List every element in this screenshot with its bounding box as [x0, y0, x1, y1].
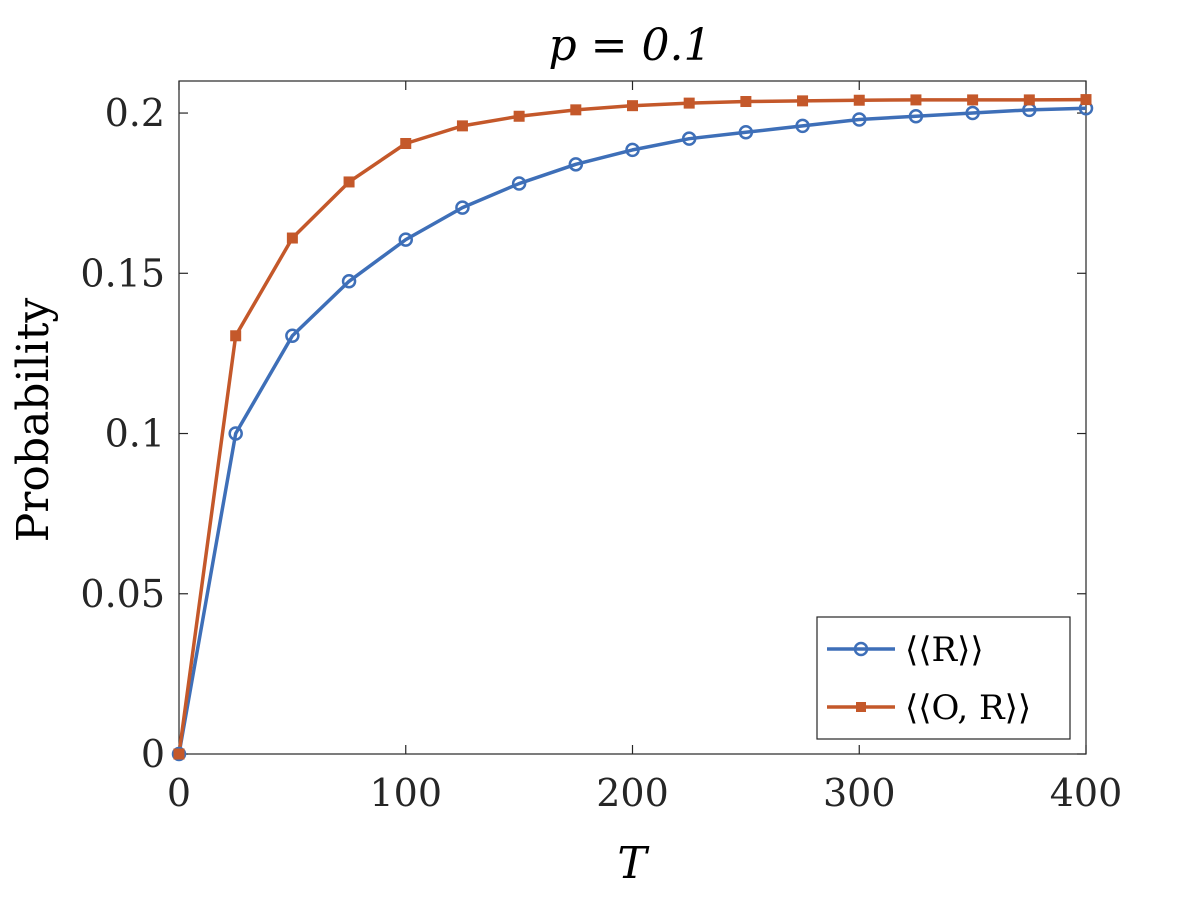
data-point-square — [1080, 94, 1092, 106]
legend-box — [816, 616, 1071, 740]
data-point-square — [967, 94, 979, 106]
data-point-circle — [398, 232, 413, 247]
data-point-square — [230, 330, 242, 342]
data-point-square — [173, 748, 185, 760]
data-point-square — [1023, 94, 1035, 106]
series-line-1 — [177, 106, 1087, 755]
x-tick-label: 300 — [823, 771, 896, 815]
legend-label-2: ⟨⟨O, R⟩⟩ — [905, 688, 1031, 728]
data-point-square — [740, 96, 752, 108]
x-tick-label: 200 — [596, 771, 669, 815]
data-point-circle — [171, 746, 187, 762]
data-point-square — [683, 97, 695, 109]
y-tick-label: 0.1 — [105, 412, 165, 456]
y-tick-label: 0.15 — [80, 251, 165, 295]
x-tick-label: 400 — [1050, 771, 1123, 815]
data-point-circle — [285, 328, 300, 344]
data-point-circle — [795, 118, 810, 134]
data-point-circle — [625, 142, 640, 158]
data-point-square — [570, 104, 582, 116]
x-tick-label: 100 — [369, 771, 442, 815]
data-point-square — [627, 100, 638, 112]
legend-marker-circle — [853, 641, 869, 657]
data-point-square — [513, 110, 525, 122]
data-point-square — [853, 94, 865, 106]
legend-label-1: ⟨⟨R⟩⟩ — [905, 630, 984, 670]
data-point-square — [286, 232, 298, 244]
y-tick-label: 0 — [141, 732, 165, 776]
data-point-square — [456, 120, 468, 132]
data-point-circle — [738, 125, 754, 140]
data-point-circle — [511, 176, 527, 191]
data-point-circle — [568, 157, 584, 172]
legend-marker-square — [856, 702, 866, 712]
x-tick-label: 0 — [167, 771, 191, 815]
data-point-circle — [681, 131, 697, 146]
x-axis-label: T — [617, 838, 650, 889]
y-tick-label: 0.05 — [80, 572, 165, 616]
data-point-circle — [852, 112, 867, 127]
data-point-circle — [341, 274, 357, 289]
data-point-circle — [455, 200, 470, 215]
series-markers — [171, 94, 1094, 762]
legend: ⟨⟨R⟩⟩ ⟨⟨O, R⟩⟩ — [816, 616, 1071, 740]
ticks-layer: 0 100 200 300 400 0 0.05 0.1 0.15 0.2 — [80, 81, 1122, 815]
data-point-square — [910, 94, 922, 106]
chart-title: p = 0.1 — [549, 20, 712, 71]
data-point-square — [343, 176, 355, 188]
data-point-circle — [965, 105, 980, 121]
y-axis-label: Probability — [8, 298, 59, 543]
data-point-circle — [908, 109, 924, 124]
data-point-square — [797, 95, 809, 107]
data-point-circle — [228, 426, 243, 441]
data-point-square — [400, 137, 412, 149]
y-tick-label: 0.2 — [105, 91, 165, 135]
